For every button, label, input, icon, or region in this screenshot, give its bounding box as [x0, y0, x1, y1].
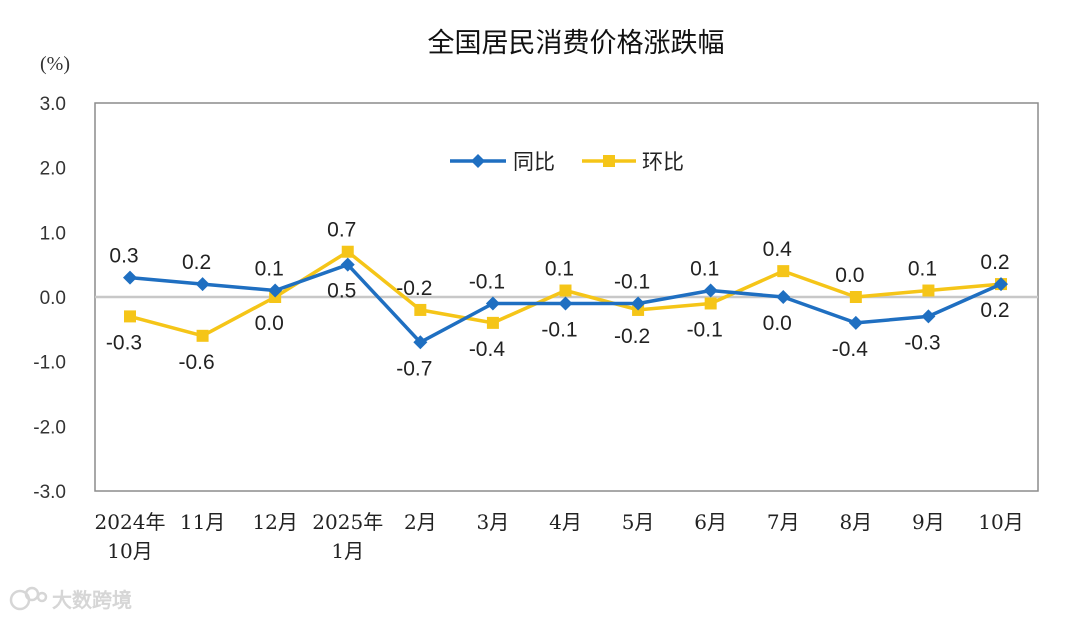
data-label-series-1: 0.1	[690, 258, 719, 281]
watermark: 大数跨境	[9, 586, 132, 612]
series-2-point	[559, 284, 572, 297]
series-2-point	[777, 265, 790, 278]
data-label-series-2: 0.2	[980, 299, 1009, 322]
series-2-point	[196, 329, 209, 342]
x-tick-label: 3月	[477, 510, 510, 534]
y-unit-label: (%)	[40, 53, 70, 75]
series-1-point	[994, 277, 1008, 292]
series-2-point	[341, 245, 354, 258]
data-label-series-1: 0.5	[327, 280, 356, 303]
x-tick-label: 7月	[767, 510, 800, 534]
legend: 同比 环比	[450, 150, 684, 174]
data-label-series-2: -0.3	[106, 331, 142, 354]
series-1-point	[558, 296, 573, 311]
data-label-series-2: 0.0	[835, 264, 864, 287]
data-label-series-1: -0.7	[396, 357, 432, 380]
series-2-point	[849, 291, 862, 303]
x-tick-label: 10月	[978, 510, 1023, 534]
series-2-point	[124, 310, 136, 323]
data-label-series-1: -0.3	[904, 331, 940, 354]
data-label-series-2: 0.0	[255, 312, 284, 335]
data-label-series-2: 0.1	[908, 258, 937, 281]
data-label-series-2: 0.1	[545, 258, 574, 281]
y-tick-label: 3.0	[40, 94, 66, 115]
data-label-series-1: 0.2	[182, 251, 211, 274]
x-tick-label: 9月	[912, 510, 945, 534]
x-tick-label: 2024年	[95, 510, 166, 534]
x-tick-label: 12月	[252, 510, 297, 534]
series-1-point	[703, 283, 718, 298]
data-label-series-2: -0.6	[178, 351, 214, 374]
data-label-series-1: -0.1	[541, 318, 577, 341]
y-tick-label: 2.0	[40, 159, 66, 180]
legend-item-series-1: 同比	[450, 150, 555, 174]
x-tick-label: 2月	[404, 510, 437, 534]
y-tick-label: -1.0	[33, 353, 66, 374]
data-label-series-1: 0.3	[109, 245, 138, 268]
x-tick-label: 5月	[622, 510, 655, 534]
x-tick-label: 8月	[839, 510, 872, 534]
watermark-logo-icon	[9, 586, 48, 611]
series-1-point	[123, 270, 137, 285]
data-label-series-2: -0.2	[396, 277, 432, 300]
data-label-series-1: -0.1	[614, 270, 650, 293]
series-1-point	[631, 296, 646, 311]
y-tick-label: -3.0	[33, 482, 66, 503]
y-tick-label: 0.0	[40, 288, 66, 309]
data-label-series-1: -0.4	[832, 338, 869, 361]
legend-label-series-1: 同比	[513, 150, 555, 174]
series-1-point	[268, 283, 283, 298]
y-tick-label: 1.0	[40, 223, 66, 244]
data-label-series-2: -0.1	[687, 318, 723, 341]
series-1-point	[921, 309, 936, 324]
series-1-point	[340, 257, 355, 272]
x-tick-label: 1月	[331, 539, 364, 563]
data-label-series-2: 0.4	[763, 238, 793, 261]
series-2-point	[486, 316, 499, 329]
x-tick-label: 11月	[180, 510, 225, 534]
series-2-point	[704, 297, 717, 310]
data-labels: 0.3 -0.3 0.2 -0.6 0.1 0.0 0.7 0.5 -0.2 -0.7 -0.1 -0…	[106, 219, 1010, 381]
data-label-series-2: 0.7	[327, 219, 356, 242]
series-1-point	[776, 290, 791, 304]
series-2-point	[414, 303, 427, 316]
x-tick-label: 4月	[549, 510, 582, 534]
legend-label-series-2: 环比	[642, 150, 684, 174]
data-label-series-1: -0.1	[469, 270, 505, 293]
x-tick-label: 10月	[107, 539, 152, 563]
data-label-series-1: 0.2	[980, 251, 1009, 274]
data-label-series-2: -0.4	[469, 338, 506, 361]
y-axis: 3.0 2.0 1.0 0.0 -1.0 -2.0 -3.0	[33, 94, 66, 503]
data-label-series-1: 0.0	[763, 312, 792, 335]
series-1-point	[195, 277, 210, 292]
x-axis: 2024年 10月 11月 12月 2025年 1月 2月 3月 4月 5月 6月 7月 8月 9月 10月	[95, 510, 1024, 563]
series-1-point	[848, 315, 863, 330]
series-2-point	[922, 284, 935, 297]
x-tick-label: 2025年	[312, 510, 383, 534]
data-label-series-2: -0.2	[614, 325, 650, 348]
legend-item-series-2: 环比	[582, 150, 684, 174]
data-label-series-1: 0.1	[255, 258, 284, 281]
watermark-text: 大数跨境	[52, 588, 132, 612]
series-1-point	[485, 296, 500, 311]
x-tick-label: 6月	[694, 510, 727, 534]
chart-title: 全国居民消费价格涨跌幅	[428, 28, 725, 59]
y-tick-label: -2.0	[33, 417, 66, 438]
series-layer	[123, 245, 1008, 350]
series-1-point	[413, 335, 428, 350]
